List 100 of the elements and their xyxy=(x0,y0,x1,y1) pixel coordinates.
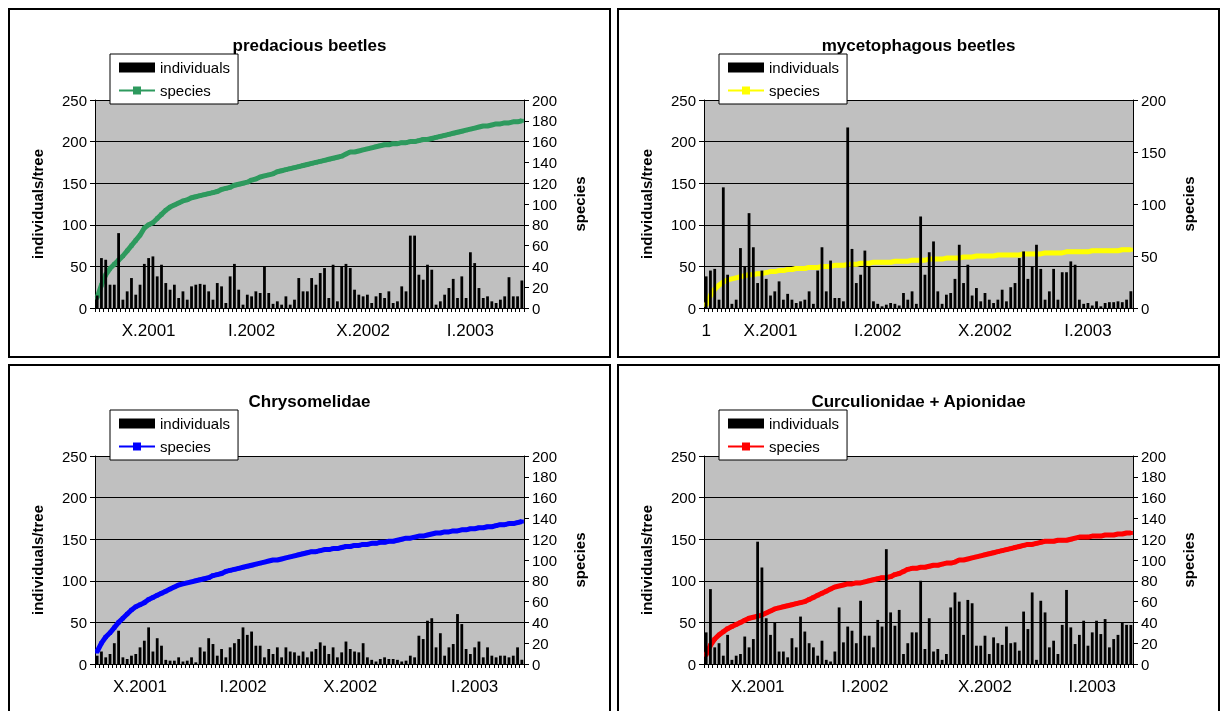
y-tick-label: 100 xyxy=(670,216,696,234)
chart-title: Curculionidae + Apionidae xyxy=(811,392,1026,411)
legend-label: species xyxy=(160,82,211,99)
bar xyxy=(203,284,206,308)
y-axis-title: individuals/tree xyxy=(29,148,46,260)
y-tick-label: 150 xyxy=(670,530,696,548)
bar xyxy=(340,652,344,664)
bar xyxy=(481,298,485,308)
bar xyxy=(353,651,356,664)
legend-label: species xyxy=(769,82,820,99)
y-tick-label: 100 xyxy=(61,216,87,234)
bar xyxy=(503,296,507,308)
bar xyxy=(391,659,395,664)
bar xyxy=(764,278,768,308)
bar xyxy=(846,626,850,664)
x-tick-label: I.2003 xyxy=(1064,321,1112,340)
bar xyxy=(1005,626,1008,664)
x-tick-label: X.2001 xyxy=(743,321,798,340)
y2-tick-label: 60 xyxy=(1141,593,1158,611)
bar xyxy=(366,294,369,308)
bar xyxy=(486,296,489,308)
legend-label: species xyxy=(160,438,211,455)
x-tick-label: X.2002 xyxy=(958,677,1012,696)
y2-tick-label: 80 xyxy=(532,216,549,234)
bar xyxy=(275,301,279,308)
x-tick-label: X.2001 xyxy=(730,677,785,696)
bar xyxy=(443,294,447,308)
bar xyxy=(323,645,326,664)
y-axis-title: individuals/tree xyxy=(638,148,655,260)
bar xyxy=(1120,302,1124,308)
bar xyxy=(258,645,262,664)
bar xyxy=(781,651,785,664)
bar xyxy=(936,649,940,664)
y-tick-label: 0 xyxy=(687,655,696,673)
bar xyxy=(499,299,502,308)
bar xyxy=(250,631,253,664)
y2-tick-label: 40 xyxy=(1141,613,1158,631)
bar xyxy=(884,304,888,308)
bar xyxy=(979,645,983,664)
bar xyxy=(383,657,386,664)
y-tick-label: 200 xyxy=(61,133,87,151)
bar xyxy=(190,286,193,308)
y2-axis-title: species xyxy=(571,176,588,232)
chart-title: predacious beetles xyxy=(232,36,387,55)
bar xyxy=(949,293,953,308)
bar xyxy=(1077,299,1081,308)
bar xyxy=(1108,302,1111,308)
bar xyxy=(1125,624,1128,664)
bar xyxy=(357,294,361,308)
bar xyxy=(357,652,361,664)
y2-tick-label: 180 xyxy=(532,468,558,486)
bar xyxy=(177,657,181,664)
bar xyxy=(837,298,841,308)
y-axis-title: individuals/tree xyxy=(29,504,46,616)
bar xyxy=(396,659,399,664)
bar xyxy=(867,635,871,664)
bar xyxy=(486,647,489,664)
y2-tick-label: 100 xyxy=(532,551,558,569)
legend-label: individuals xyxy=(160,59,231,76)
bar xyxy=(460,276,464,308)
bar xyxy=(297,655,301,664)
bar xyxy=(944,294,948,308)
x-tick-label: X.2002 xyxy=(336,321,391,340)
x-tick-label: I.2003 xyxy=(1068,677,1116,696)
y2-tick-label: 0 xyxy=(1141,299,1150,317)
y2-tick-label: 140 xyxy=(1141,509,1167,527)
bar xyxy=(134,654,138,664)
bar xyxy=(451,278,455,308)
bar xyxy=(511,296,515,308)
y-tick-label: 50 xyxy=(70,257,87,275)
bar xyxy=(267,649,271,664)
y-tick-label: 250 xyxy=(670,447,696,465)
bar xyxy=(413,657,416,664)
bar xyxy=(1052,268,1056,308)
bar xyxy=(876,303,880,308)
y-tick-label: 50 xyxy=(679,257,696,275)
y2-tick-label: 0 xyxy=(1141,655,1150,673)
bar xyxy=(378,293,382,308)
bar xyxy=(100,651,103,664)
bar xyxy=(275,647,279,664)
bar xyxy=(288,304,292,308)
bar xyxy=(812,647,815,664)
x-tick-label: X.2002 xyxy=(323,677,378,696)
bar xyxy=(503,655,507,664)
y2-tick-label: 60 xyxy=(532,237,549,255)
bar xyxy=(408,655,412,664)
bar xyxy=(1095,301,1098,308)
bar xyxy=(803,299,807,308)
bar xyxy=(992,637,995,664)
y-tick-label: 50 xyxy=(679,613,696,631)
bar xyxy=(245,294,249,308)
y2-tick-label: 100 xyxy=(532,195,558,213)
bar xyxy=(473,647,477,664)
y2-tick-label: 100 xyxy=(1141,195,1167,213)
y2-tick-label: 180 xyxy=(1141,468,1167,486)
bar xyxy=(786,293,790,308)
y2-tick-label: 180 xyxy=(532,112,558,130)
y-tick-label: 200 xyxy=(670,489,696,507)
x-tick-label: I.2002 xyxy=(227,321,276,340)
bar xyxy=(361,643,365,664)
